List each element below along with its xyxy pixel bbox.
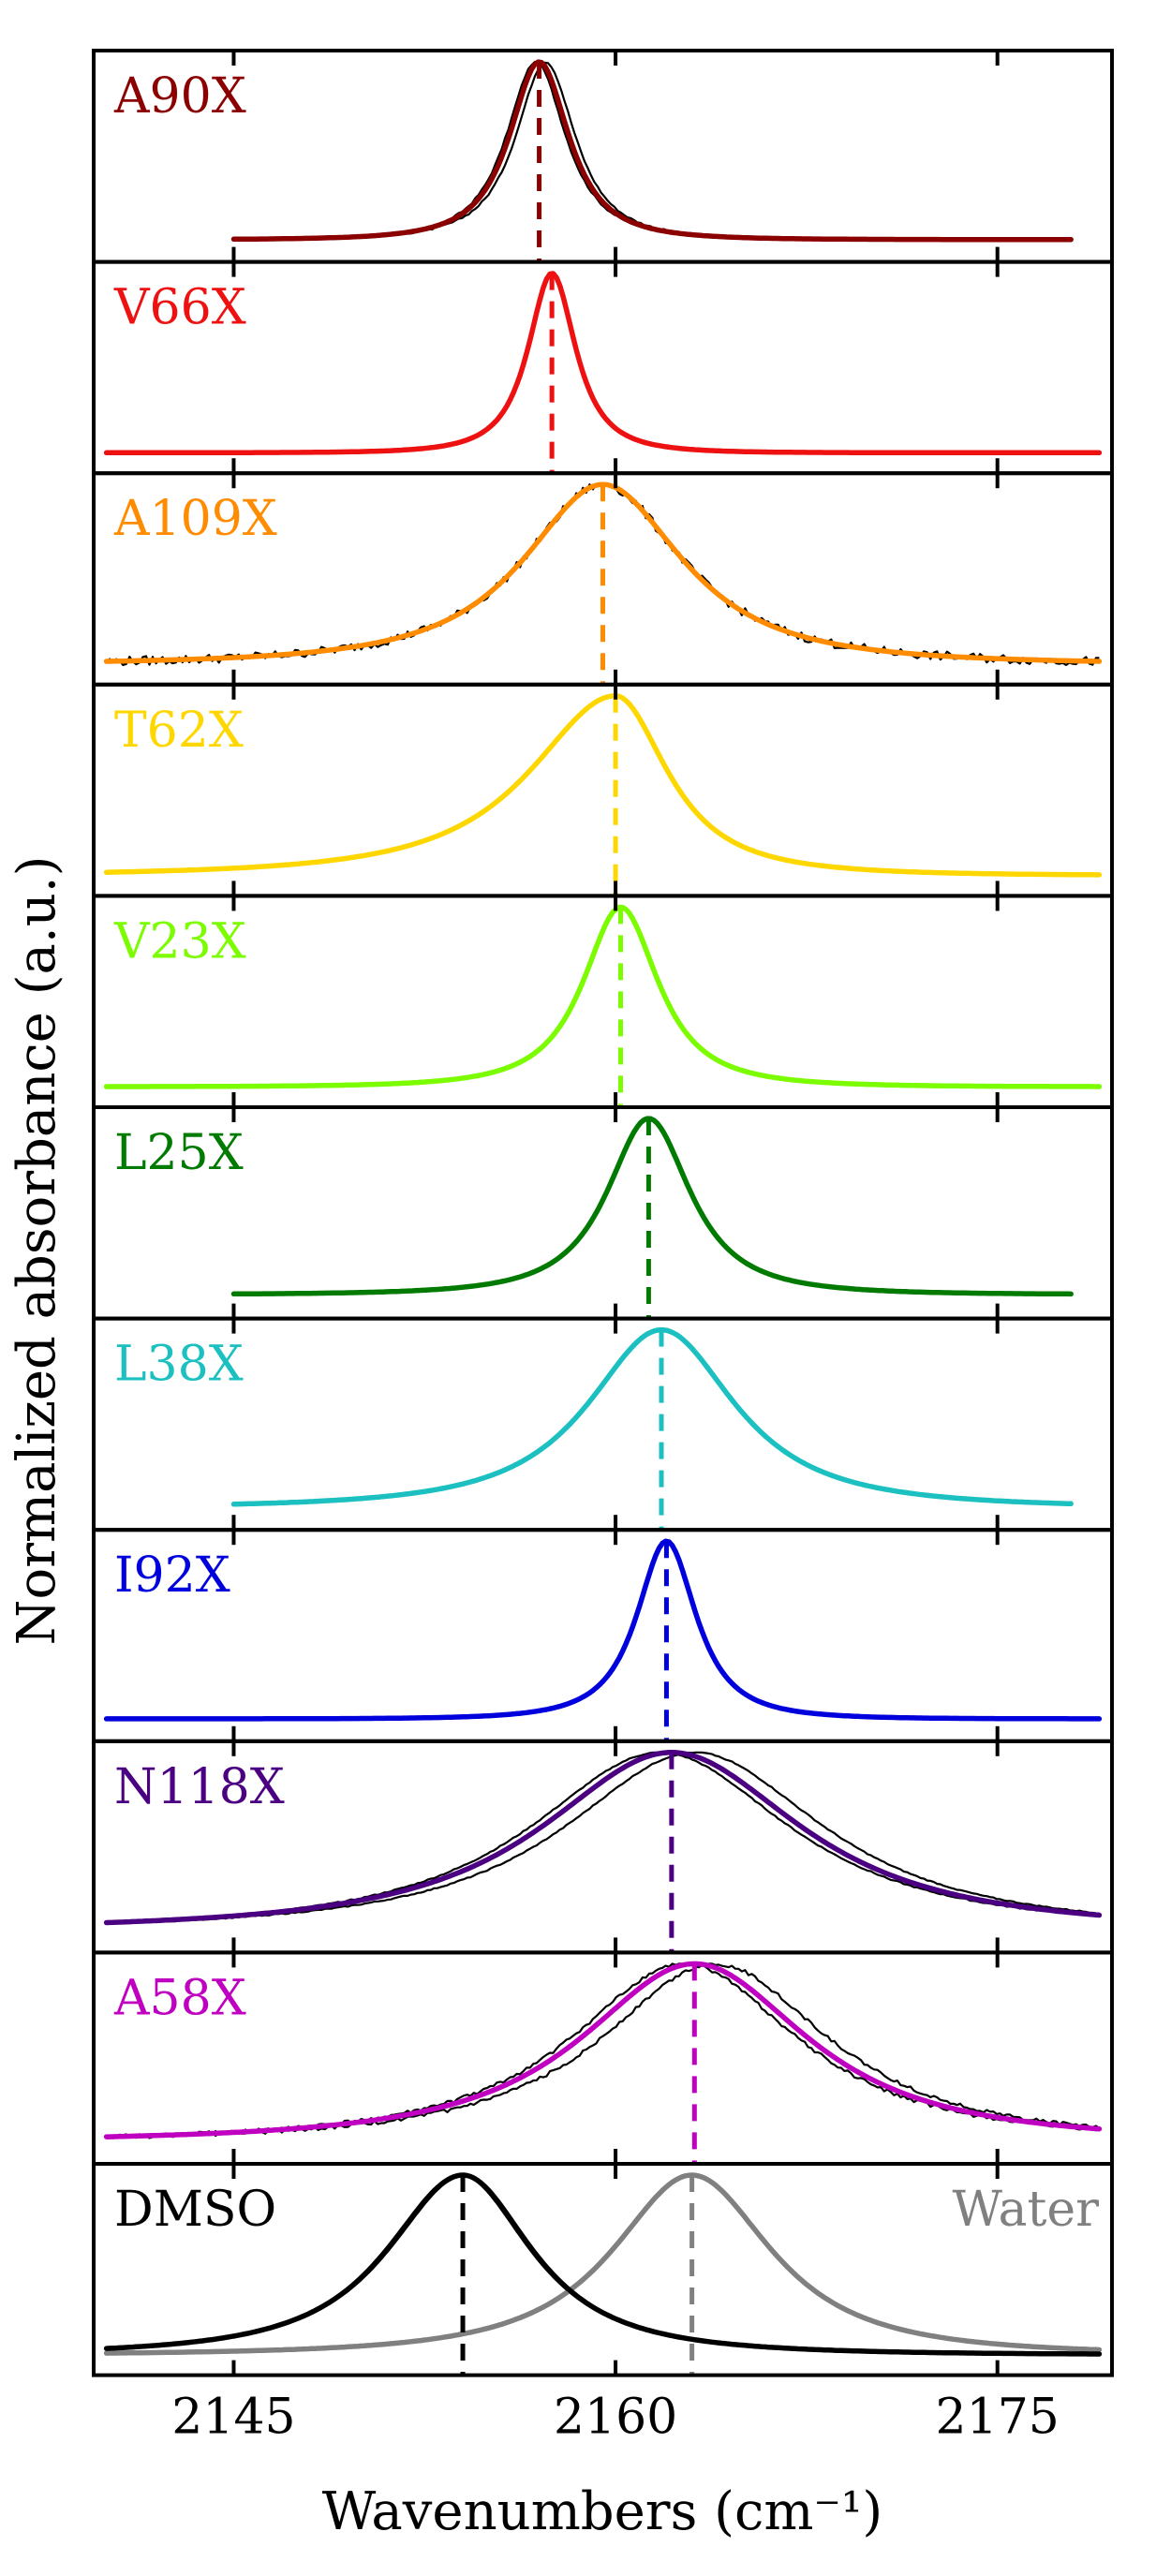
panel-v66x: V66X [92,259,1114,476]
fit-curve-l38x [230,1326,1074,1507]
panel-n118x: N118X [92,1739,1114,1955]
fit-curve-water [103,2172,1103,2356]
panel-label-l25x: L25X [114,1125,244,1181]
x-tick-label: 2175 [936,2390,1060,2446]
fit-curve-a90x [230,59,1074,243]
panel-frame [92,1105,1114,1321]
panel-frame [92,49,1114,264]
panel-label-a109x: A109X [113,491,277,547]
panel-i92x: I92X [92,1528,1114,1743]
panel-label-v23x: V23X [113,913,246,970]
panel-a109x: A109X [92,471,1114,687]
fit-curve-t62x [103,693,1103,878]
panel-label-n118x: N118X [114,1759,285,1815]
fit-curve-v66x [103,271,1103,456]
panel-frame [92,682,1114,898]
raw-trace-t62x-1 [106,695,1100,877]
panel-a90x: A90X [92,49,1114,264]
panel-t62x: T62X [92,682,1114,898]
raw-trace-l25x-1 [233,1117,1072,1296]
panel-dmso: Water DMSO [92,2162,1114,2377]
fit-curve-dmso [103,2172,1103,2357]
panel-frame [92,259,1114,476]
fit-curve-i92x [103,1538,1103,1722]
y-axis-label: Normalized absorbance (a.u.) [7,856,67,1646]
raw-trace-a90x-1 [233,60,1072,242]
panel-frame [92,2162,1114,2377]
panel-l38x: L38X [92,1316,1114,1532]
fit-curve-v23x [103,904,1103,1089]
panel-label-dmso: DMSO [114,2182,276,2238]
raw-trace-a58x-2 [106,1962,1101,2139]
panel-label-v66x: V66X [113,280,246,336]
x-axis: 2145 2160 2175 [171,2390,1060,2446]
panel-label-a90x: A90X [113,68,246,125]
panel-label-t62x: T62X [114,703,244,759]
raw-trace-a90x-2 [233,61,1072,242]
raw-trace-v66x-1 [106,273,1100,455]
panel-a58x: A58X [92,1950,1114,2166]
x-tick-label: 2160 [554,2390,677,2446]
panel-l25x: L25X [92,1105,1114,1321]
raw-trace-l38x-1 [233,1328,1072,1506]
panel-v23x: V23X [92,894,1114,1110]
x-tick-label: 2145 [171,2390,295,2446]
panel-frame [92,1528,1114,1743]
panels-group: A90X V66X A109X T62X V23X L25X L38X I92X N118X A5… [92,49,1114,2377]
fit-curve-l25x [230,1116,1074,1297]
fit-curve-a58x [103,1961,1103,2139]
x-axis-label: Wavenumbers (cm⁻¹) [322,2481,883,2542]
raw-trace-a58x-1 [106,1962,1100,2139]
panel-label-l38x: L38X [114,1337,244,1393]
raw-trace-i92x-1 [106,1540,1100,1721]
fit-curve-n118x [103,1750,1103,1926]
panel-label-water: Water [953,2182,1100,2238]
panel-label-i92x: I92X [114,1547,230,1604]
panel-label-a58x: A58X [113,1970,246,2026]
